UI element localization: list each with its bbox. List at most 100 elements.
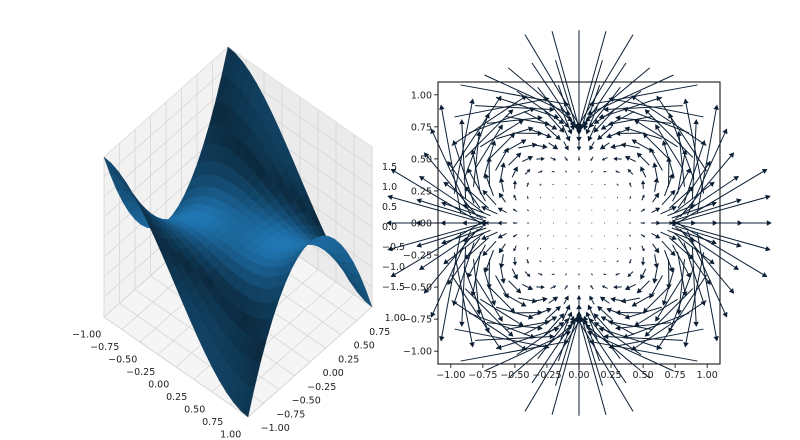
quiver-arrow bbox=[679, 228, 735, 294]
quiver-arrow bbox=[578, 273, 580, 276]
quiver-arrow bbox=[591, 222, 593, 224]
quiver-arrow bbox=[524, 271, 531, 277]
quiver-arrow bbox=[560, 106, 573, 135]
quiver-arrow bbox=[683, 98, 705, 194]
quiver-y-tick-label: −0.50 bbox=[403, 283, 432, 294]
quiver-arrow bbox=[597, 126, 613, 141]
quiver-arrow bbox=[652, 162, 659, 182]
surface-y-tick-label: 1.00 bbox=[385, 313, 406, 324]
quiver-arrow bbox=[672, 224, 742, 248]
quiver-arrow bbox=[587, 304, 596, 322]
quiver-arrow bbox=[508, 280, 522, 294]
quiver-arrow bbox=[560, 311, 573, 340]
quiver-arrow bbox=[552, 209, 554, 211]
surface-z-tick-label: 0.5 bbox=[382, 202, 397, 213]
quiver-arrow bbox=[552, 196, 554, 199]
surface-plot-3d: −1.00−0.75−0.50−0.250.000.250.500.751.00… bbox=[72, 45, 406, 440]
quiver-arrow bbox=[539, 196, 542, 199]
quiver-arrow bbox=[529, 128, 552, 139]
quiver-arrow bbox=[498, 177, 505, 192]
quiver-arrow bbox=[470, 251, 482, 297]
quiver-arrow bbox=[495, 275, 509, 299]
quiver-arrow bbox=[503, 292, 527, 307]
quiver-arrow bbox=[616, 183, 619, 186]
quiver-arrow bbox=[672, 244, 691, 279]
quiver-arrow bbox=[511, 166, 518, 178]
quiver-arrow bbox=[578, 248, 580, 250]
quiver-arrow bbox=[624, 283, 636, 291]
quiver-arrow bbox=[522, 155, 534, 163]
quiver-arrow bbox=[679, 152, 735, 218]
quiver-arrow bbox=[497, 220, 507, 226]
quiver-arrow bbox=[640, 208, 646, 213]
quiver-arrow bbox=[629, 234, 632, 237]
quiver-arrow bbox=[591, 209, 593, 211]
quiver-arrow bbox=[563, 295, 569, 305]
quiver-arrow bbox=[526, 222, 529, 224]
quiver-arrow bbox=[598, 96, 663, 120]
quiver-x-tick-label: 0.00 bbox=[568, 370, 589, 381]
quiver-arrow bbox=[526, 234, 529, 237]
quiver-arrow bbox=[616, 247, 619, 250]
quiver-arrow bbox=[696, 232, 719, 342]
quiver-arrow bbox=[613, 156, 622, 161]
quiver-arrow bbox=[387, 221, 489, 252]
quiver-arrow bbox=[629, 209, 632, 212]
quiver-arrow bbox=[652, 192, 660, 203]
quiver-arrow bbox=[459, 119, 467, 199]
quiver-arrow bbox=[629, 222, 632, 224]
quiver-arrow bbox=[441, 227, 487, 245]
quiver-arrow bbox=[565, 222, 567, 224]
quiver-arrow bbox=[640, 180, 646, 189]
quiver-arrow bbox=[419, 226, 483, 271]
quiver-arrow bbox=[691, 119, 699, 199]
quiver-arrow bbox=[664, 173, 674, 197]
quiver-arrow bbox=[541, 313, 565, 339]
quiver-arrow bbox=[616, 209, 618, 211]
quiver-arrow bbox=[480, 119, 524, 148]
quiver-arrow bbox=[565, 248, 567, 250]
quiver-arrow bbox=[696, 104, 719, 214]
quiver-arrow bbox=[467, 244, 486, 279]
surface-y-tick-label: −0.50 bbox=[292, 396, 321, 407]
quiver-arrow bbox=[676, 149, 688, 195]
quiver-arrow bbox=[497, 207, 507, 214]
quiver-arrow bbox=[540, 235, 542, 237]
quiver-arrow bbox=[586, 74, 674, 116]
quiver-arrow bbox=[642, 286, 670, 313]
quiver-arrow bbox=[603, 184, 606, 186]
quiver-x-tick-label: −1.00 bbox=[436, 370, 465, 381]
quiver-arrow bbox=[627, 169, 634, 175]
quiver-arrow bbox=[578, 222, 580, 224]
quiver-arrow bbox=[498, 243, 506, 254]
quiver-arrow bbox=[585, 67, 651, 122]
quiver-arrow bbox=[512, 233, 518, 238]
quiver-arrow bbox=[475, 277, 503, 322]
quiver-arrow bbox=[640, 221, 646, 225]
quiver-arrow bbox=[481, 231, 498, 240]
quiver-arrow bbox=[591, 196, 593, 198]
quiver-arrow bbox=[511, 268, 518, 280]
quiver-arrow bbox=[475, 124, 503, 169]
quiver-arrow bbox=[591, 235, 593, 237]
surface-patch bbox=[240, 384, 255, 418]
quiver-arrow bbox=[578, 235, 580, 237]
quiver-arrow bbox=[653, 177, 660, 192]
quiver-arrow bbox=[598, 326, 663, 350]
quiver-arrow bbox=[634, 119, 678, 148]
quiver-arrow bbox=[475, 333, 555, 341]
quiver-arrow bbox=[443, 181, 485, 214]
quiver-arrow bbox=[387, 194, 489, 225]
quiver-arrow bbox=[607, 319, 653, 331]
quiver-arrow bbox=[482, 189, 497, 206]
quiver-arrow bbox=[603, 105, 683, 113]
quiver-arrow bbox=[423, 228, 479, 294]
quiver-arrow bbox=[512, 257, 518, 266]
quiver-arrow bbox=[591, 261, 593, 263]
quiver-arrow bbox=[578, 170, 580, 173]
quiver-arrow bbox=[564, 273, 567, 276]
quiver-arrow bbox=[439, 232, 462, 342]
quiver-arrow bbox=[620, 142, 640, 149]
quiver-arrow bbox=[661, 240, 676, 257]
quiver-arrow bbox=[416, 224, 486, 248]
